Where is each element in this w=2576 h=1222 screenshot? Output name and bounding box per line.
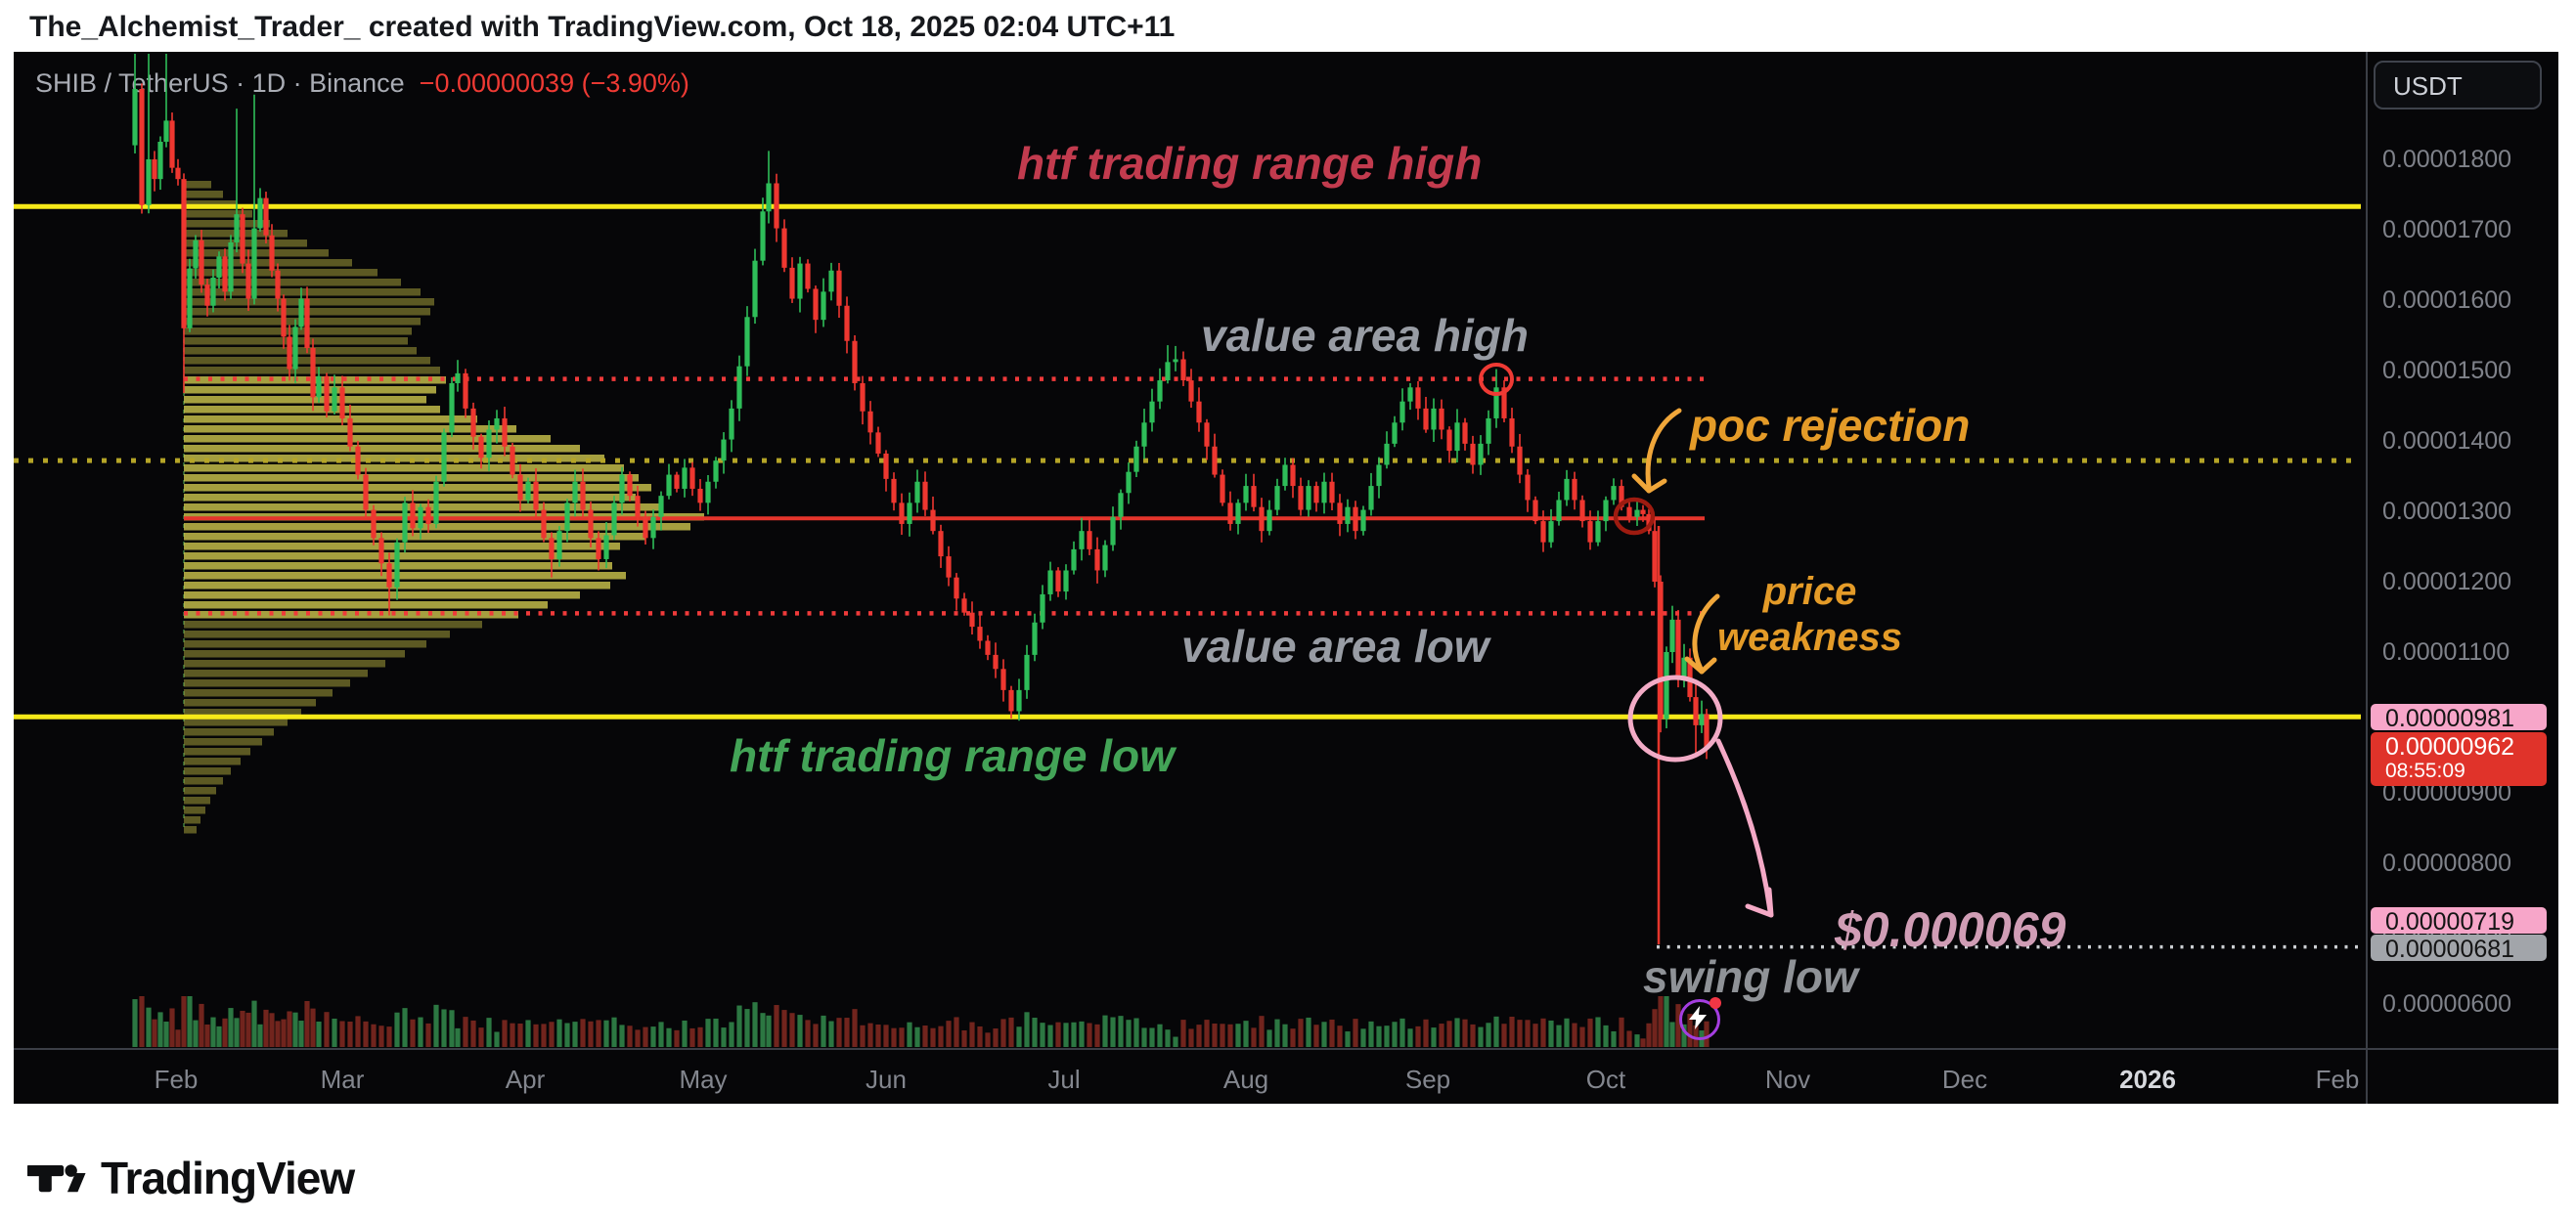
shapes-layer [1479,363,1774,918]
price-badge: 0.00000719 [2371,907,2547,936]
time-tick: Mar [320,1065,365,1094]
candles-layer [132,54,1710,760]
weak-arrow [1692,593,1720,672]
time-tick: Dec [1941,1065,1988,1094]
price-badge: 0.00000962 08:55:09 [2371,732,2547,786]
price-tick: 0.00001500 [2382,357,2512,384]
price-tick: 0.00000800 [2382,850,2512,877]
tradingview-logo: TradingView [27,1152,355,1204]
price-tick: 0.00001800 [2382,146,2512,173]
price-tick: 0.00001400 [2382,427,2512,455]
attribution-text: The_Alchemist_Trader_ created with Tradi… [29,11,1176,43]
time-tick: May [679,1065,728,1094]
annotation-price-target: $0.000069 [1835,902,2066,957]
price-tick: 0.00001100 [2382,638,2510,666]
time-tick: 2026 [2119,1065,2176,1094]
time-tick: Feb [154,1065,199,1094]
price-weakness-circle [1627,675,1723,763]
annotation-value-area-high: value area high [1201,310,1529,361]
time-tick: Aug [1222,1065,1269,1094]
annotation-htf-range-high: htf trading range high [1017,138,1483,189]
price-tick: 0.00001600 [2382,286,2512,314]
volume-profile-layer [183,181,704,834]
annotation-poc-rejection: poc rejection [1690,400,1971,451]
poc-arrow [1645,408,1682,490]
time-tick: Sep [1404,1065,1451,1094]
price-tick: 0.00000600 [2382,990,2512,1018]
target-arrow [1715,738,1773,914]
annotation-price-weakness: price weakness [1717,570,1903,660]
price-tick: 0.00001200 [2382,568,2512,595]
lightning-bolt-icon [1689,1006,1707,1029]
flash-ring-icon [1679,999,1720,1040]
time-tick: Apr [505,1065,546,1094]
tradingview-wordmark: TradingView [101,1153,355,1203]
time-tick: Feb [2315,1065,2360,1094]
price-badge: 0.00000681 [2371,935,2547,963]
separators-layer [14,52,2558,1104]
price-tick: 0.00001300 [2382,498,2512,525]
volume-layer [132,996,1710,1047]
price-badge: 0.00000981 [2371,704,2547,732]
level-lines-layer [14,203,2363,949]
annotation-swing-low: swing low [1643,951,1858,1002]
flash-icon[interactable] [1679,997,1721,1040]
time-tick: Jun [866,1065,907,1094]
symbol-meta: · 1D · Binance [228,68,420,98]
annotation-value-area-low: value area low [1181,621,1489,672]
vah-touch-circle [1479,363,1514,396]
time-tick: Jul [1047,1065,1081,1094]
annotation-htf-range-low: htf trading range low [730,730,1175,781]
poc-rejection-circle [1613,497,1656,536]
tradingview-mark-icon [27,1164,86,1193]
countdown-timer: 08:55:09 [2385,760,2465,782]
symbol-change: −0.00000039 (−3.90%) [419,68,689,98]
time-tick: Oct [1585,1065,1626,1094]
currency-toggle-button[interactable]: USDT [2374,61,2542,109]
time-tick: Nov [1764,1065,1811,1094]
notification-dot-icon [1710,997,1721,1009]
price-tick: 0.00001700 [2382,216,2512,243]
